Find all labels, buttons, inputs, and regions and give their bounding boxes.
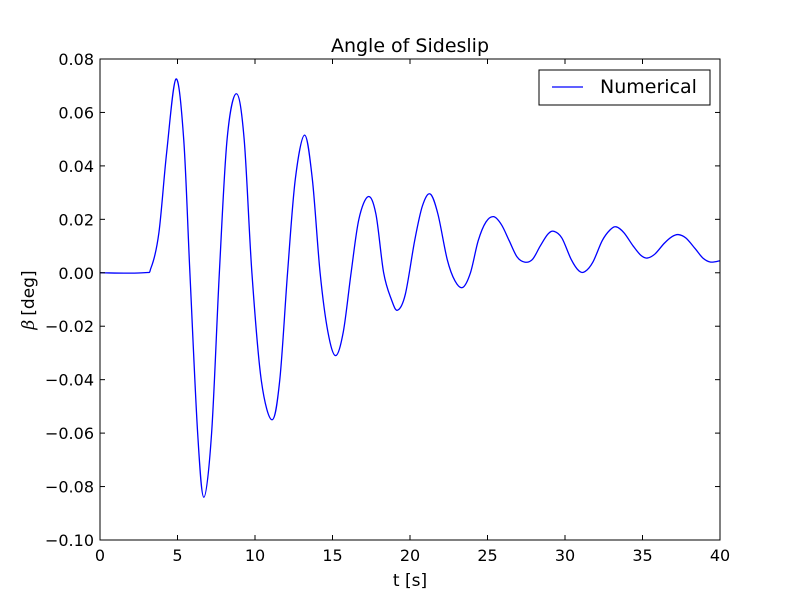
x-tick-label: 10 [245,546,265,565]
y-axis-label-symbol: β [19,320,39,331]
y-tick-label: −0.04 [45,371,94,390]
y-tick-label: −0.10 [45,531,94,550]
y-tick-label: −0.02 [45,317,94,336]
x-tick-label: 35 [632,546,652,565]
y-tick-label: 0.06 [58,103,94,122]
x-tick-label: 5 [172,546,182,565]
axes-frame [99,58,721,541]
x-tick-label: 0 [95,546,105,565]
y-tick-label: 0.00 [58,264,94,283]
y-tick-label: −0.08 [45,478,94,497]
y-axis-label-unit: [deg] [19,270,39,315]
axis-ticks: 0 5 10 15 20 25 30 35 40 −0.10 −0.08 −0.06 −0.04 −0.0… [45,50,730,565]
x-tick-label: 30 [555,546,575,565]
plot-area [99,78,721,498]
legend: Numerical [538,69,711,106]
y-tick-label: 0.02 [58,210,94,229]
x-tick-label: 25 [477,546,497,565]
y-tick-label: 0.04 [58,157,94,176]
x-tick-label: 20 [400,546,420,565]
x-axis-label: t [s] [393,571,427,591]
x-tick-label: 15 [322,546,342,565]
y-tick-label: 0.08 [58,50,94,69]
legend-label: Numerical [600,76,697,98]
y-axis-label: β [deg] [19,270,39,330]
chart-title: Angle of Sideslip [331,35,489,57]
y-tick-label: −0.06 [45,424,94,443]
x-tick-label: 40 [710,546,730,565]
series-line-0 [99,78,721,498]
